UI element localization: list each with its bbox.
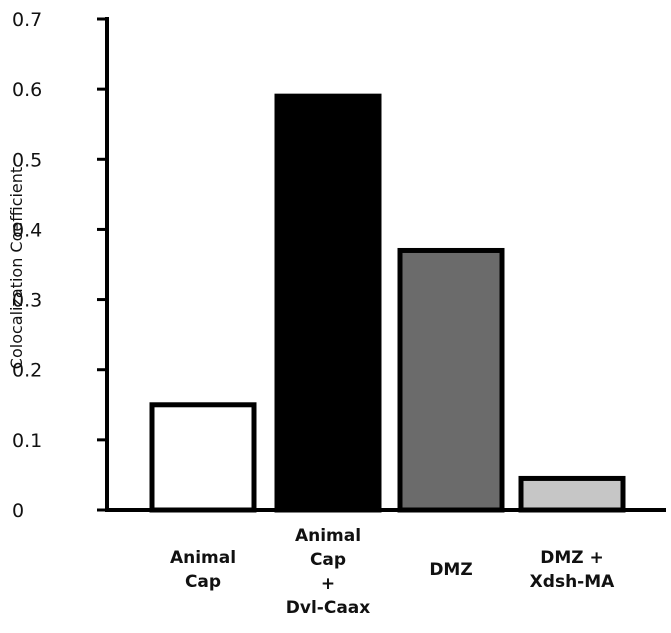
bar <box>149 402 257 513</box>
y-tick-label: 0.7 <box>12 9 42 31</box>
axes <box>105 17 666 512</box>
x-category-label: Cap <box>310 550 346 570</box>
bar <box>397 247 505 513</box>
y-tick-label: 0.4 <box>12 219 42 241</box>
y-axis-title: Colocalization Coefficient <box>7 167 26 369</box>
bars <box>149 93 626 513</box>
y-tick-label: 0.3 <box>12 290 42 312</box>
bar <box>274 93 382 513</box>
x-category-label: + <box>321 574 335 594</box>
x-axis-category-labels: Animal Cap Animal Cap + Dvl-Caax DMZ DMZ + Xdsh-… <box>170 526 615 618</box>
y-tick-label: 0.2 <box>12 360 42 382</box>
x-category-label: Cap <box>185 572 221 592</box>
x-category-label: Xdsh-MA <box>530 572 615 592</box>
y-tick-label: 0 <box>12 500 24 522</box>
x-category-label: Dvl-Caax <box>286 598 370 618</box>
x-category-label: DMZ + <box>540 548 604 568</box>
bar <box>518 475 626 513</box>
y-axis-ticks: 0 0.1 0.2 0.3 0.4 0.5 0.6 0.7 <box>12 9 107 522</box>
x-category-label: Animal <box>170 548 236 568</box>
x-category-label: Animal <box>295 526 361 546</box>
x-category-label: DMZ <box>429 560 472 580</box>
y-tick-label: 0.5 <box>12 149 42 171</box>
y-tick-label: 0.6 <box>12 79 42 101</box>
y-tick-label: 0.1 <box>12 430 42 452</box>
